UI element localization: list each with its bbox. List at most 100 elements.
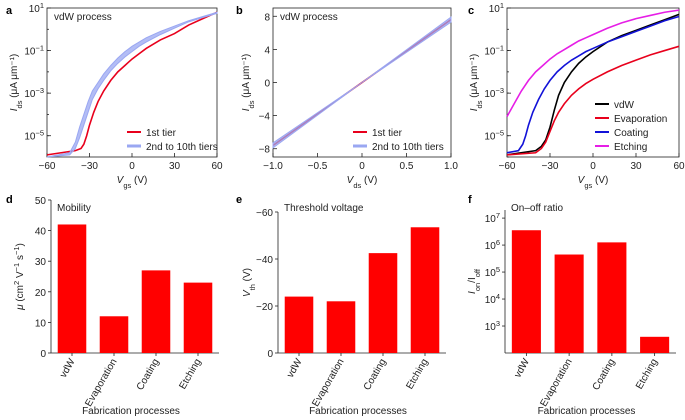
y-tick-label: 4 — [264, 45, 270, 56]
y-tick-label: 0 — [40, 349, 46, 360]
bar-evaporation — [99, 316, 129, 353]
plot-frame — [506, 7, 680, 158]
series-line-2 — [506, 15, 680, 154]
y-tick-label: 105 — [485, 265, 500, 280]
y-tick-label-base: 10 — [484, 89, 496, 100]
y-tick-label-base: 10 — [24, 47, 36, 58]
y-tick-label-exp: −3 — [35, 86, 44, 95]
y-tick-label-base: 10 — [29, 4, 41, 15]
panel-f: vdW Evaporation Coating Etching On–off ratio… — [467, 203, 676, 417]
y-tick-label: 20 — [35, 288, 47, 299]
y-tick-label: 8 — [264, 12, 270, 23]
y-tick-label-base: 10 — [485, 268, 497, 279]
y-tick-label: −4 — [259, 112, 271, 123]
bar-etching — [183, 282, 213, 353]
bar-evaporation — [326, 301, 356, 353]
y-axis-label-part-0: μ — [15, 304, 26, 311]
y-tick-label: −60 — [256, 208, 273, 219]
y-axis-label-part-3: V — [15, 271, 26, 281]
y-tick-label-base: 10 — [485, 295, 497, 306]
y-tick-label-base: 10 — [485, 322, 497, 333]
y-axis-label-part-6: −1 — [12, 246, 21, 255]
x-axis-label: Fabrication processes — [309, 406, 407, 417]
y-tick-label-exp: −5 — [35, 128, 44, 137]
x-tick-label: Etching — [634, 357, 660, 391]
y-tick-label: 107 — [485, 211, 500, 226]
x-tick-label: 0 — [359, 161, 365, 172]
panel-c: −60 −30 0 30 60 vdW Evaporation Coating Etching V… — [469, 7, 685, 190]
x-axis-label: Vgs (V) — [578, 175, 609, 190]
y-axis-label-part-0: I — [241, 108, 252, 111]
y-tick-label: 10−5 — [24, 128, 44, 143]
series-line-0 — [506, 13, 680, 156]
y-axis-label-part-4: −1 — [12, 263, 21, 272]
legend-label-3: Etching — [614, 142, 647, 153]
x-tick-label: −30 — [542, 161, 559, 172]
x-tick-label: 0 — [129, 161, 135, 172]
x-tick-label: −30 — [81, 161, 98, 172]
y-tick-label: 103 — [485, 319, 500, 334]
x-tick-label: 0 — [590, 161, 596, 172]
panel-e: 0 −20 −40 −60 vdW Evaporation Coating Etching Th… — [242, 203, 446, 417]
y-tick-label-exp: 3 — [496, 319, 500, 328]
x-tick-label: 1.0 — [444, 161, 458, 172]
y-axis-label-part-2: 2 — [12, 281, 21, 285]
y-tick-label: 0 — [264, 79, 270, 90]
x-tick-label: Evaporation — [310, 357, 346, 409]
series-line-1 — [506, 45, 680, 156]
x-tick-label: vdW — [512, 357, 532, 380]
x-tick-label: −60 — [499, 161, 516, 172]
x-tick-label: 30 — [169, 161, 181, 172]
y-tick-label-base: 10 — [484, 132, 496, 143]
x-tick-label: 30 — [630, 161, 642, 172]
y-tick-label-exp: 1 — [500, 1, 504, 10]
y-tick-label-base: 10 — [484, 47, 496, 58]
x-axis-label-part-2: (V) — [592, 175, 608, 186]
y-axis-label-part-1: ds — [15, 100, 24, 108]
y-tick-label: 30 — [35, 257, 47, 268]
bar-vdw — [511, 230, 541, 353]
series-band-1 — [46, 11, 218, 158]
panel-letter-a: a — [6, 5, 13, 17]
plot-title: vdW process — [54, 12, 112, 23]
panel-b: −1.0 −0.5 0 0.5 1.0 −8 −4 0 4 8 1st tier 2nd to 10t… — [241, 7, 458, 190]
plot-title: On–off ratio — [511, 203, 564, 214]
y-tick-label: 10−1 — [484, 43, 504, 58]
panel-letter-d: d — [6, 194, 13, 206]
y-tick-label: 101 — [29, 1, 44, 16]
x-tick-label: Coating — [362, 357, 389, 392]
y-tick-label-exp: 6 — [496, 238, 500, 247]
legend-label-0: 1st tier — [146, 128, 177, 139]
y-tick-label: 106 — [485, 238, 500, 253]
plot-title: vdW process — [280, 12, 338, 23]
y-tick-label: 50 — [35, 196, 47, 207]
y-tick-label-base: 10 — [24, 132, 36, 143]
y-axis-label-part-1: ds — [475, 100, 484, 108]
bar-coating — [368, 253, 398, 353]
x-axis-label-part-1: gs — [123, 181, 131, 190]
series-band-1 — [272, 16, 452, 149]
series-line-0 — [46, 11, 218, 156]
y-tick-label-exp: −1 — [35, 43, 44, 52]
panel-letter-b: b — [236, 5, 243, 17]
x-axis-label-part-1: gs — [584, 181, 592, 190]
bar-coating — [141, 270, 171, 353]
x-tick-label: Etching — [404, 357, 430, 391]
y-tick-label: 104 — [485, 292, 500, 307]
y-axis-label-part-7: ) — [15, 243, 26, 246]
y-tick-label: 0 — [267, 349, 273, 360]
y-axis-label-part-0: I — [467, 291, 478, 294]
x-tick-label: Coating — [135, 357, 162, 392]
y-axis-label: Ids (μA μm⁻¹) — [9, 54, 24, 112]
y-tick-label-base: 10 — [24, 89, 36, 100]
y-tick-label-exp: 4 — [496, 292, 500, 301]
bar-vdw — [57, 224, 87, 353]
y-axis-label: Ids (μA μm⁻¹) — [469, 54, 484, 112]
bar-coating — [597, 242, 627, 353]
y-tick-label: 10−1 — [24, 43, 44, 58]
y-tick-label: 101 — [489, 1, 504, 16]
y-tick-label-base: 10 — [485, 214, 497, 225]
series-line-3 — [506, 9, 680, 117]
